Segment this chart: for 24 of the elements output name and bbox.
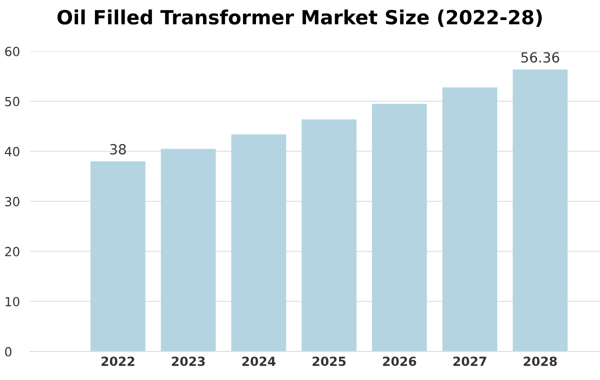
x-tick-label: 2022 — [102, 356, 134, 366]
x-tick-label: 2023 — [172, 356, 205, 366]
y-tick-label: 10 — [6, 296, 20, 306]
bar — [442, 87, 498, 352]
x-tick-label: 2027 — [453, 356, 486, 366]
y-tick-label: 40 — [4, 146, 20, 156]
bar — [372, 104, 427, 352]
bar — [231, 134, 286, 352]
chart-title: Oil Filled Transformer Market Size (2022-28) — [57, 10, 542, 27]
data-label: 38 — [110, 144, 126, 155]
x-tick-label: 2025 — [312, 356, 346, 366]
x-tick-label: 2028 — [524, 356, 557, 366]
y-tick-label: 20 — [5, 246, 20, 256]
y-tick-label: 0 — [5, 346, 12, 356]
y-tick-label: 50 — [5, 96, 20, 106]
y-tick-label: 30 — [5, 196, 20, 206]
bar — [160, 148, 216, 352]
data-label: 56.36 — [521, 52, 560, 63]
y-tick-label: 60 — [5, 46, 20, 56]
bar — [302, 119, 357, 352]
x-tick-label: 2024 — [242, 356, 276, 366]
x-tick-label: 2026 — [383, 356, 416, 366]
bar — [90, 161, 146, 352]
bar — [512, 70, 568, 352]
